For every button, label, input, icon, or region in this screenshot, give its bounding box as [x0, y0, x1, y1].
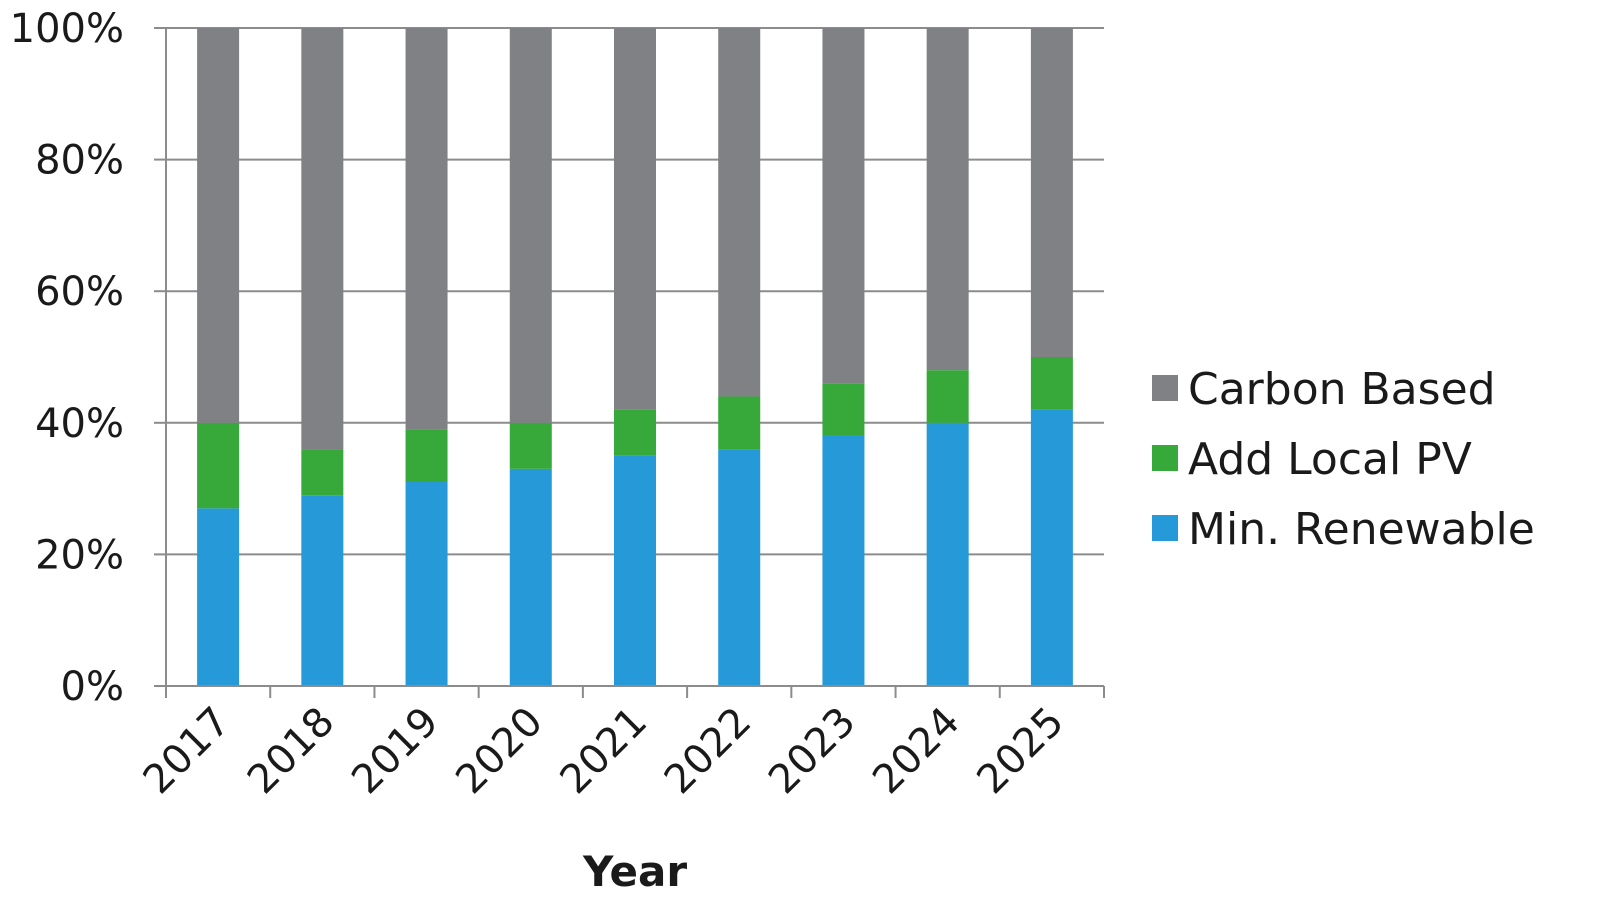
bar-add-local-pv-2025 — [1030, 357, 1073, 410]
y-tick-label: 40% — [35, 401, 124, 447]
x-tick-label: 2023 — [760, 699, 865, 804]
bar-add-local-pv-2020 — [509, 422, 552, 469]
bar-carbon-based-2023 — [822, 28, 865, 384]
x-tick-label: 2022 — [656, 699, 761, 804]
x-tick-label: 2021 — [552, 699, 657, 804]
y-tick-label: 20% — [35, 532, 124, 578]
y-tick-label: 0% — [61, 664, 124, 710]
bar-min-renewable-2024 — [926, 422, 969, 686]
bar-add-local-pv-2022 — [718, 396, 761, 450]
axes — [154, 27, 1105, 698]
bar-min-renewable-2021 — [614, 455, 656, 686]
x-tick-label: 2017 — [135, 699, 240, 804]
bar-add-local-pv-2024 — [926, 370, 969, 423]
bar-carbon-based-2024 — [926, 28, 969, 371]
bar-carbon-based-2018 — [301, 28, 344, 450]
bar-carbon-based-2017 — [197, 28, 240, 423]
bar-min-renewable-2025 — [1030, 409, 1073, 686]
bar-add-local-pv-2019 — [405, 429, 448, 483]
legend-swatch-add-local-pv — [1152, 445, 1178, 471]
x-axis-title: Year — [582, 847, 687, 896]
bar-carbon-based-2021 — [614, 28, 656, 410]
legend-label-carbon-based: Carbon Based — [1188, 364, 1496, 415]
bar-carbon-based-2022 — [718, 28, 761, 397]
bar-carbon-based-2020 — [509, 28, 552, 423]
legend: Carbon Based Add Local PV Min. Renewable — [1152, 364, 1535, 555]
x-tick-label: 2019 — [343, 699, 448, 804]
legend-label-add-local-pv: Add Local PV — [1188, 434, 1472, 485]
bar-min-renewable-2017 — [197, 508, 240, 686]
bar-add-local-pv-2021 — [614, 409, 656, 456]
legend-swatch-min-renewable — [1152, 515, 1178, 541]
bar-carbon-based-2019 — [405, 28, 448, 430]
legend-swatch-carbon-based — [1152, 375, 1178, 401]
x-tick-label: 2020 — [447, 699, 552, 804]
y-tick-label: 100% — [10, 6, 124, 52]
x-tick-label: 2025 — [968, 699, 1073, 804]
x-tick-label: 2024 — [864, 699, 969, 804]
bar-carbon-based-2025 — [1030, 28, 1073, 357]
bar-min-renewable-2022 — [718, 449, 761, 686]
bar-add-local-pv-2018 — [301, 449, 344, 496]
bar-min-renewable-2023 — [822, 435, 865, 686]
bar-add-local-pv-2023 — [822, 383, 865, 436]
bar-min-renewable-2020 — [509, 468, 552, 686]
legend-label-min-renewable: Min. Renewable — [1188, 504, 1535, 555]
bar-min-renewable-2019 — [405, 482, 448, 686]
y-tick-label: 60% — [35, 269, 124, 315]
bar-min-renewable-2018 — [301, 495, 344, 686]
bar-add-local-pv-2017 — [197, 422, 240, 509]
y-tick-labels: 0% 20% 40% 60% 80% 100% — [10, 6, 124, 710]
x-tick-labels: 2017 2018 2019 2020 2021 2022 2023 2024 2025 — [135, 699, 1073, 804]
x-tick-label: 2018 — [239, 699, 344, 804]
y-tick-label: 80% — [35, 138, 124, 184]
bars — [197, 28, 1073, 686]
